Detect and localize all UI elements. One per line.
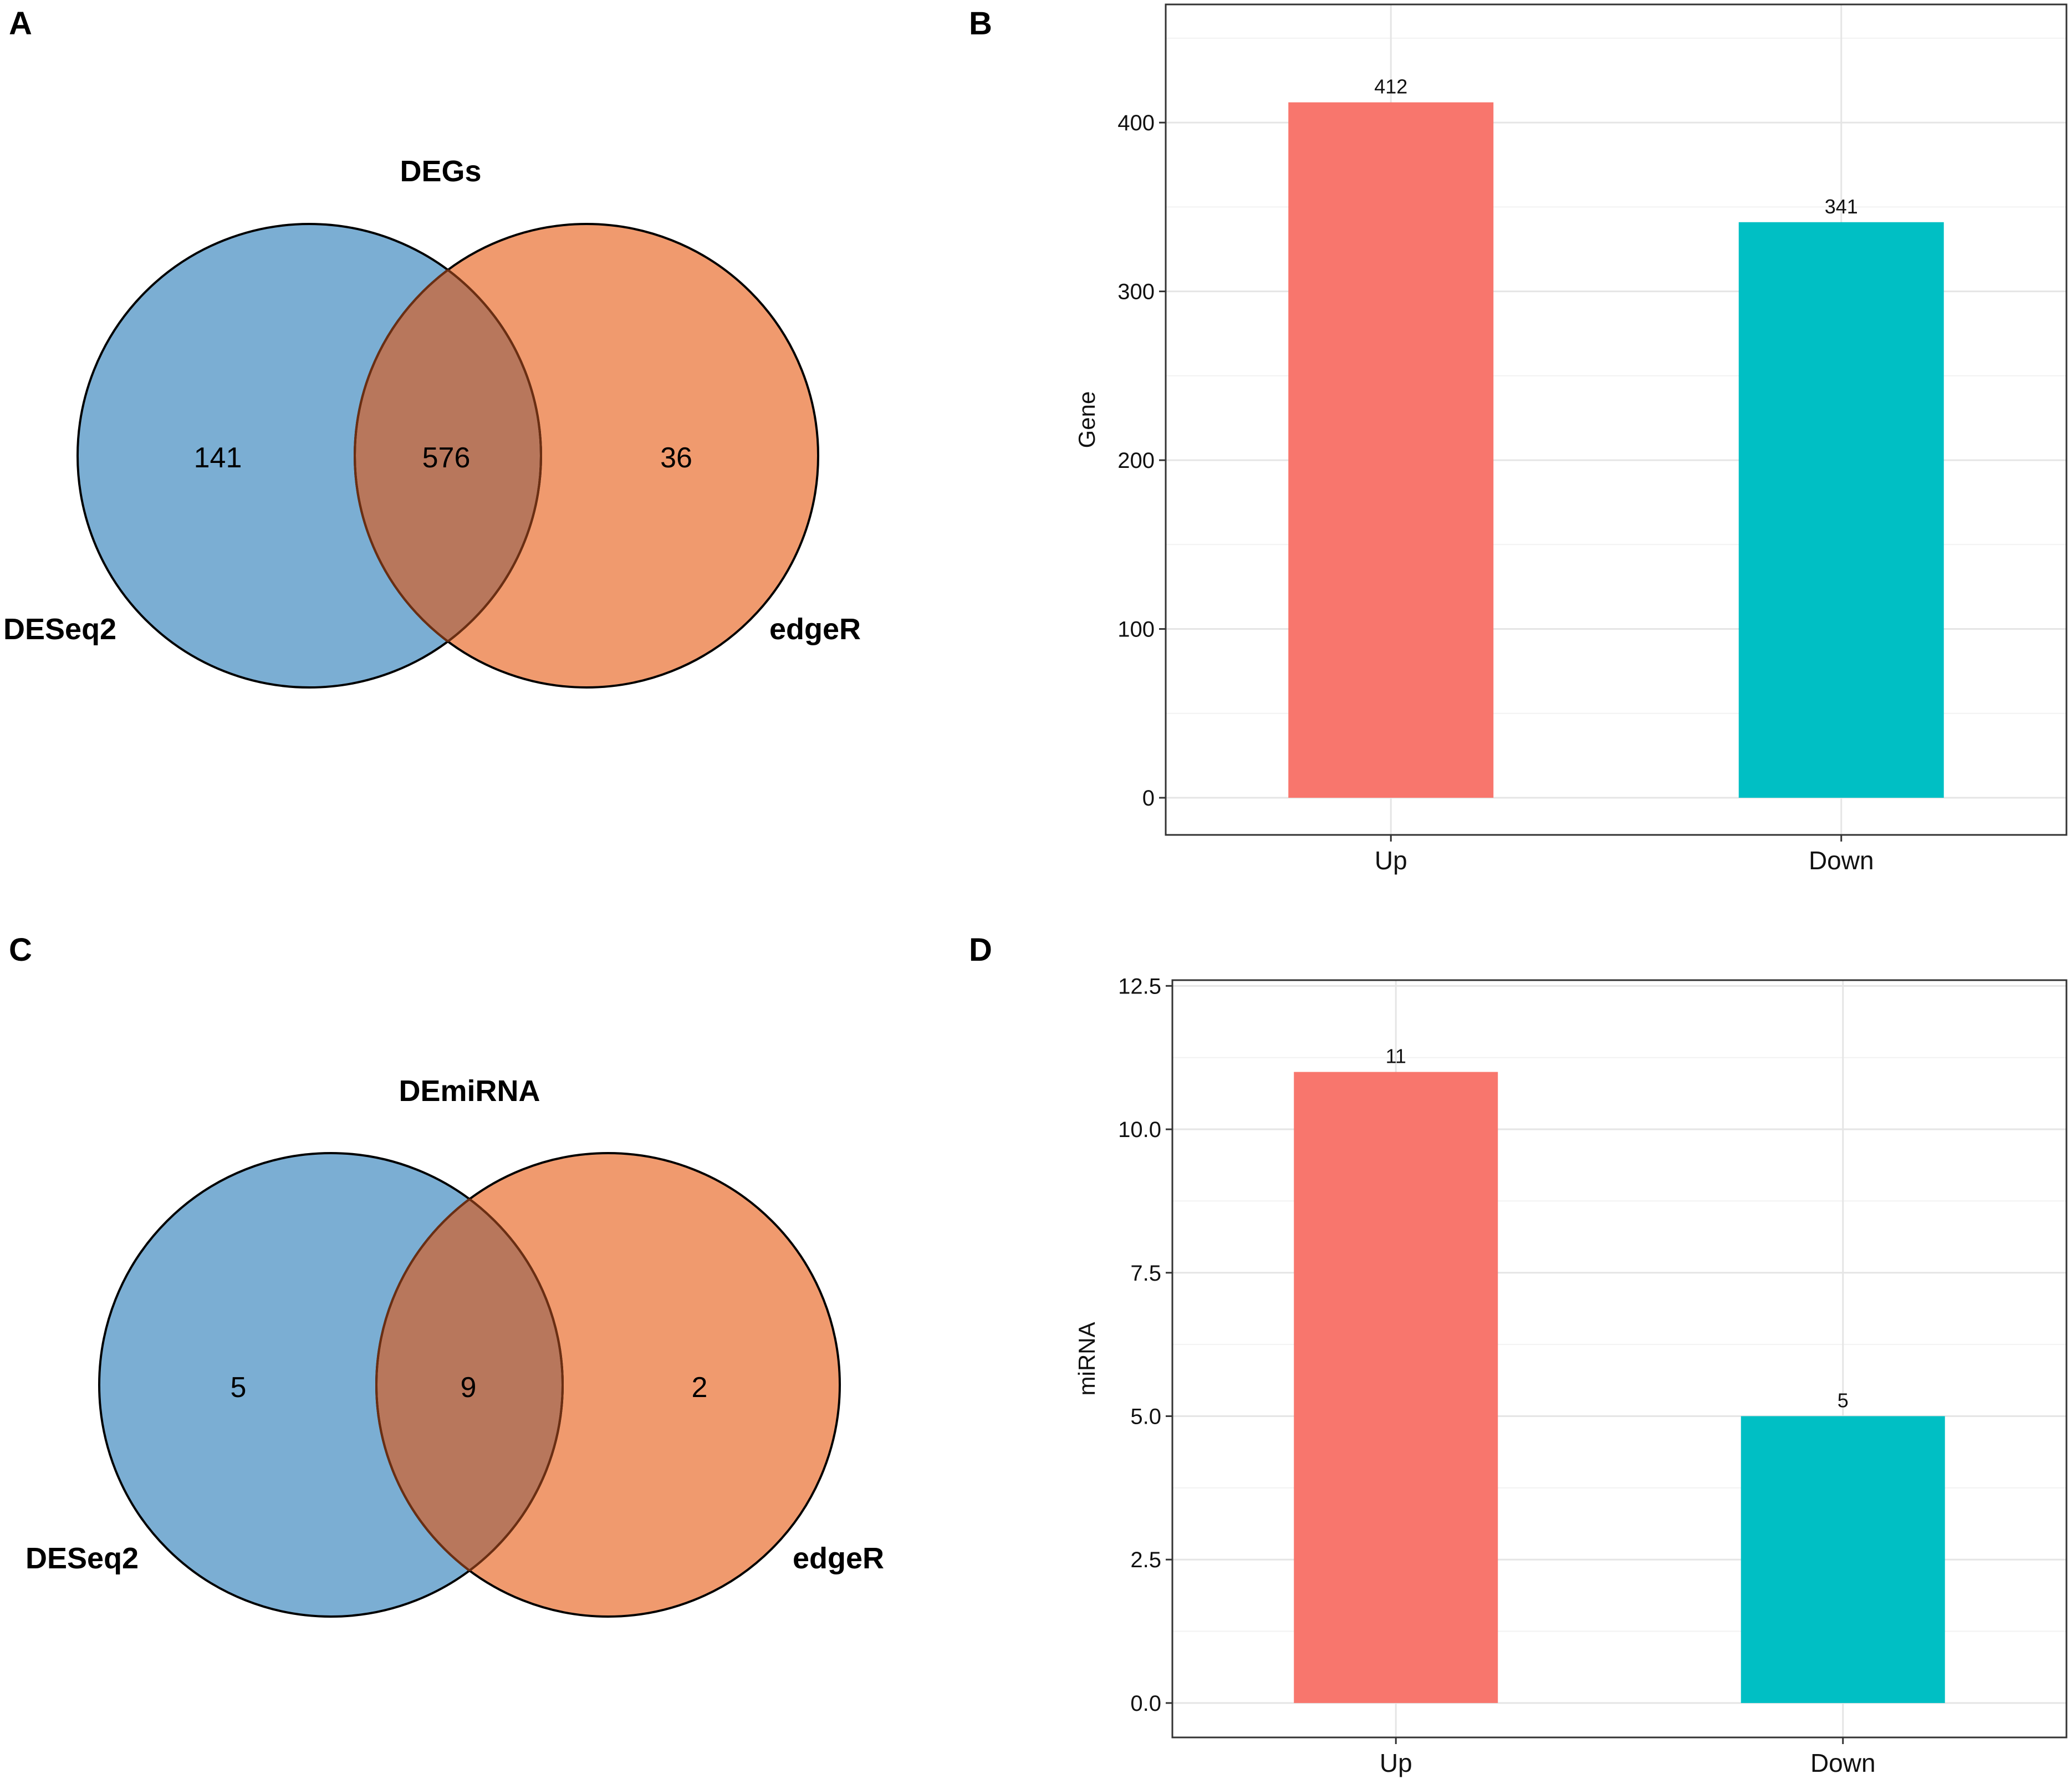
x-tick-label: Down xyxy=(1809,846,1874,875)
venn-count-right-only: 36 xyxy=(660,442,692,474)
plot-border xyxy=(1171,979,2068,1739)
data-label-down: 341 xyxy=(1825,195,1858,218)
y-tick-label: 0.0 xyxy=(1130,1691,1161,1716)
y-tick-label: 0 xyxy=(1142,786,1155,811)
data-label-up: 412 xyxy=(1374,75,1407,98)
panel-label-b: B xyxy=(969,6,992,42)
data-label-up: 11 xyxy=(1386,1045,1406,1068)
venn-count-right-only: 2 xyxy=(692,1372,708,1404)
panel-label-a: A xyxy=(9,6,32,42)
venn-title: DEGs xyxy=(400,155,481,188)
venn-diagram-demirna: DEmiRNA 5 9 2 DESeq2 edgeR xyxy=(25,1074,884,1618)
y-tick-label: 5.0 xyxy=(1130,1404,1161,1429)
bar-chart-mirna: 0.0 2.5 5.0 7.5 10.0 12.5 11 5 Up Down miRNA xyxy=(1074,974,2068,1777)
bar-down xyxy=(1738,222,1944,798)
venn-inner-arc-left xyxy=(447,269,543,643)
venn-label-edger: edgeR xyxy=(769,613,861,646)
y-tick-label: 200 xyxy=(1117,448,1155,473)
y-tick-label: 2.5 xyxy=(1130,1548,1161,1572)
bar-up xyxy=(1294,1072,1498,1703)
venn-count-both: 9 xyxy=(461,1372,477,1404)
x-tick-label: Up xyxy=(1380,1749,1412,1777)
x-tick-label: Up xyxy=(1375,846,1407,875)
y-tick-label: 7.5 xyxy=(1130,1261,1161,1286)
y-tick-label: 100 xyxy=(1117,618,1155,642)
bar-up xyxy=(1288,102,1494,798)
y-tick-label: 10.0 xyxy=(1118,1118,1161,1142)
bar-down xyxy=(1741,1416,1945,1703)
venn-overlap-region xyxy=(355,224,541,687)
venn-label-deseq2: DESeq2 xyxy=(3,613,116,646)
plot-border xyxy=(1165,3,2068,836)
panel-label-c: C xyxy=(9,932,32,968)
venn-inner-arc-left xyxy=(468,1198,564,1572)
x-tick-label: Down xyxy=(1810,1749,1876,1777)
y-tick-label: 300 xyxy=(1117,280,1155,304)
venn-inner-arc-right xyxy=(375,1198,471,1572)
venn-count-both: 576 xyxy=(422,442,471,474)
venn-diagram-degs: DEGs 141 576 36 DESeq2 edgeR xyxy=(3,155,861,689)
y-axis-title: miRNA xyxy=(1074,1322,1100,1396)
venn-count-left-only: 5 xyxy=(231,1372,247,1404)
venn-title: DEmiRNA xyxy=(399,1074,540,1108)
venn-inner-arc-right xyxy=(353,269,449,643)
y-axis-title: Gene xyxy=(1074,391,1100,448)
venn-label-edger: edgeR xyxy=(793,1542,884,1575)
venn-overlap-region xyxy=(376,1153,563,1617)
venn-count-left-only: 141 xyxy=(194,442,242,474)
bar-chart-genes: 0 100 200 300 400 412 341 Up Down Gene xyxy=(1074,3,2068,875)
y-tick-label: 400 xyxy=(1117,111,1155,135)
data-label-down: 5 xyxy=(1838,1389,1849,1411)
y-tick-label: 12.5 xyxy=(1118,974,1161,998)
panel-label-d: D xyxy=(969,932,992,968)
venn-label-deseq2: DESeq2 xyxy=(25,1542,139,1575)
